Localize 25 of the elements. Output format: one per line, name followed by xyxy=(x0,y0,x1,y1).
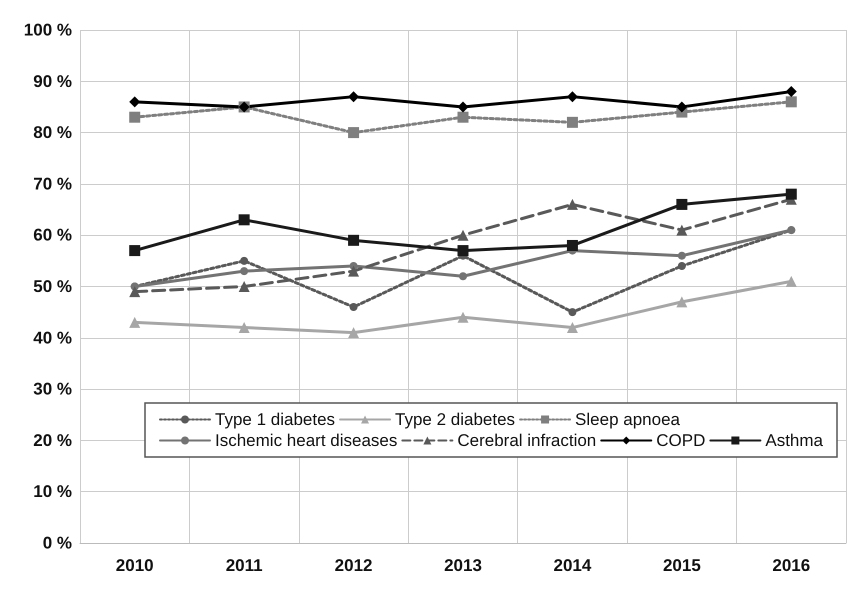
legend-label: COPD xyxy=(656,431,706,450)
y-tick-label: 20 % xyxy=(33,430,72,450)
x-tick-label: 2012 xyxy=(334,556,372,575)
y-tick-label: 40 % xyxy=(33,328,72,348)
y-tick-label: 80 % xyxy=(33,123,72,142)
y-tick-label: 90 % xyxy=(33,72,72,91)
y-tick-label: 60 % xyxy=(33,226,72,245)
x-tick-label: 2015 xyxy=(662,556,701,575)
legend-label: Cerebral infraction xyxy=(457,431,596,450)
x-tick-label: 2014 xyxy=(554,556,592,575)
legend-label: Ischemic heart diseases xyxy=(215,431,398,450)
y-tick-label: 10 % xyxy=(33,482,72,502)
x-tick-label: 2011 xyxy=(226,556,263,575)
legend-label: Type 2 diabetes xyxy=(395,410,516,429)
x-tick-label: 2010 xyxy=(116,556,154,575)
y-tick-label: 100 % xyxy=(24,20,72,40)
y-tick-label: 50 % xyxy=(33,277,72,296)
x-tick-label: 2013 xyxy=(444,556,482,575)
y-tick-label: 70 % xyxy=(33,174,72,194)
legend-label: Asthma xyxy=(765,431,824,450)
y-tick-label: 0 % xyxy=(42,534,72,552)
legend-label: Type 1 diabetes xyxy=(215,410,336,429)
x-tick-label: 2016 xyxy=(772,556,810,575)
legend-label: Sleep apnoea xyxy=(575,410,681,429)
y-tick-label: 30 % xyxy=(33,380,72,399)
